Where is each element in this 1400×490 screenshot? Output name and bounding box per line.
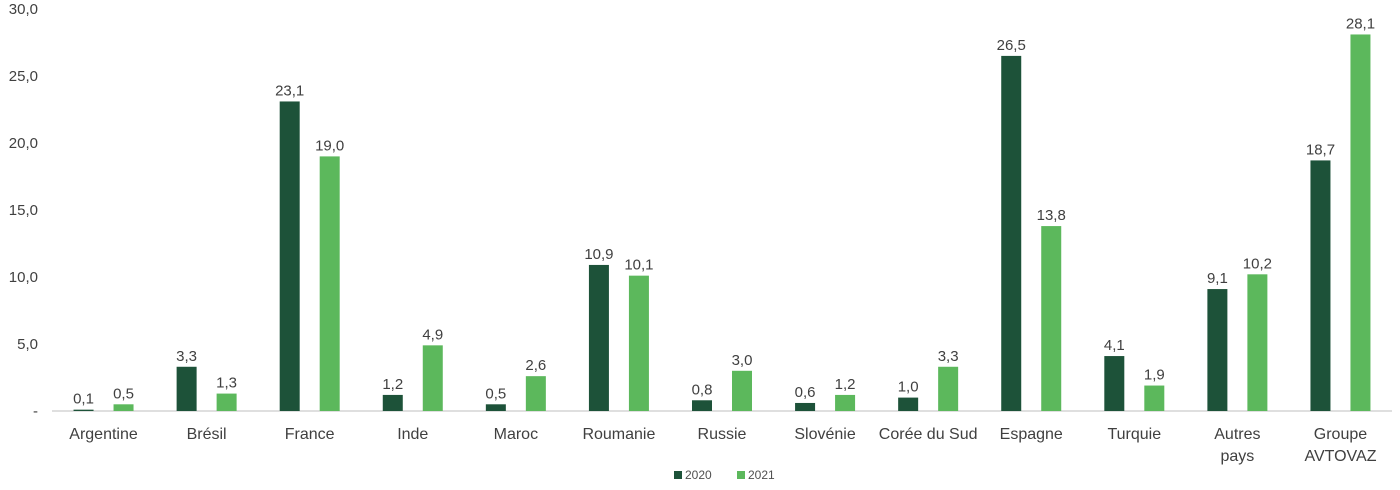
bar-2020-4 [485, 404, 506, 411]
data-label: 28,1 [1346, 15, 1375, 32]
bar-2021-2 [319, 156, 340, 411]
data-label: 2,6 [525, 357, 546, 374]
data-label: 0,1 [73, 391, 94, 408]
x-tick-label: Corée du Sud [879, 426, 978, 443]
x-tick-label: Maroc [494, 426, 538, 443]
data-label: 1,9 [1144, 367, 1165, 384]
bar-2021-0 [113, 404, 134, 411]
bar-2020-5 [588, 264, 609, 411]
x-tick-label: Brésil [187, 426, 227, 443]
bar-2021-1 [216, 393, 237, 411]
y-tick-label: 25,0 [9, 68, 38, 85]
data-label: 19,0 [315, 137, 344, 154]
bar-2020-0 [73, 409, 94, 411]
y-tick-label: - [33, 403, 38, 420]
bar-2021-10 [1144, 385, 1165, 411]
data-label: 10,1 [624, 257, 653, 274]
legend-label-2021: 2021 [748, 468, 775, 482]
x-tick-label: Groupe [1314, 426, 1367, 443]
bar-2021-3 [422, 345, 443, 411]
data-label: 0,6 [795, 384, 816, 401]
data-label: 4,9 [422, 326, 443, 343]
x-tick-label: Slovénie [794, 426, 855, 443]
bar-2020-10 [1104, 356, 1125, 411]
bars [73, 34, 1371, 412]
legend-swatch-2020 [674, 471, 682, 479]
bar-2020-8 [898, 397, 919, 411]
data-label: 13,8 [1037, 207, 1066, 224]
data-label: 10,2 [1243, 255, 1272, 272]
legend-label-2020: 2020 [685, 468, 712, 482]
data-label: 1,3 [216, 375, 237, 392]
data-label: 3,3 [938, 348, 959, 365]
bar-2020-12 [1310, 160, 1331, 411]
data-label: 9,1 [1207, 270, 1228, 287]
data-label: 23,1 [275, 82, 304, 99]
data-labels: 0,1 3,3 23,1 1,2 0,5 10,9 0,8 0,6 1,0 26,5 4,1 9,1 1… [73, 15, 1375, 407]
x-tick-label: Espagne [1000, 426, 1063, 443]
y-tick-label: 10,0 [9, 269, 38, 286]
bar-2021-11 [1247, 274, 1268, 411]
x-tick-label: Autres [1214, 426, 1260, 443]
x-tick-label: Roumanie [582, 426, 655, 443]
bar-2020-11 [1207, 289, 1228, 411]
data-label: 10,9 [584, 246, 613, 263]
x-tick-label: pays [1220, 448, 1254, 465]
x-tick-label: Russie [698, 426, 747, 443]
bar-2020-3 [382, 394, 403, 411]
x-tick-label: AVTOVAZ [1304, 448, 1376, 465]
data-label: 18,7 [1306, 141, 1335, 158]
x-axis-ticks: Argentine Brésil France Inde Maroc Roumanie Ru… [69, 426, 1376, 465]
bar-2020-2 [279, 101, 300, 412]
bar-2020-7 [795, 402, 816, 411]
bar-2021-5 [628, 275, 649, 411]
data-label: 3,0 [732, 352, 753, 369]
bar-2021-8 [938, 366, 959, 411]
bar-2021-4 [525, 376, 546, 411]
y-tick-label: 20,0 [9, 135, 38, 152]
bar-2021-6 [732, 370, 752, 411]
data-label: 26,5 [997, 37, 1026, 54]
data-label: 3,3 [176, 348, 197, 365]
y-tick-label: 15,0 [9, 202, 38, 219]
data-label: 4,1 [1104, 337, 1125, 354]
data-label: 1,2 [835, 376, 856, 393]
bar-2021-9 [1041, 226, 1062, 411]
x-tick-label: Inde [397, 426, 428, 443]
data-label: 0,5 [485, 385, 506, 402]
bar-2020-1 [176, 366, 197, 411]
data-label: 0,5 [113, 385, 134, 402]
data-label: 1,2 [382, 376, 403, 393]
y-tick-label: 30,0 [9, 1, 38, 18]
x-tick-label: France [285, 426, 335, 443]
x-tick-label: Turquie [1107, 426, 1161, 443]
bar-2020-6 [692, 400, 712, 411]
legend: 2020 2021 [674, 468, 775, 482]
data-label: 1,0 [898, 379, 919, 396]
bar-2021-12 [1350, 34, 1371, 412]
x-tick-label: Argentine [69, 426, 138, 443]
y-tick-label: 5,0 [17, 336, 38, 353]
bar-2021-7 [835, 394, 856, 411]
y-axis-ticks: - 5,0 10,0 15,0 20,0 25,0 30,0 [9, 1, 38, 420]
legend-swatch-2021 [737, 471, 745, 479]
bar-2020-9 [1001, 55, 1022, 412]
data-label: 0,8 [692, 381, 713, 398]
